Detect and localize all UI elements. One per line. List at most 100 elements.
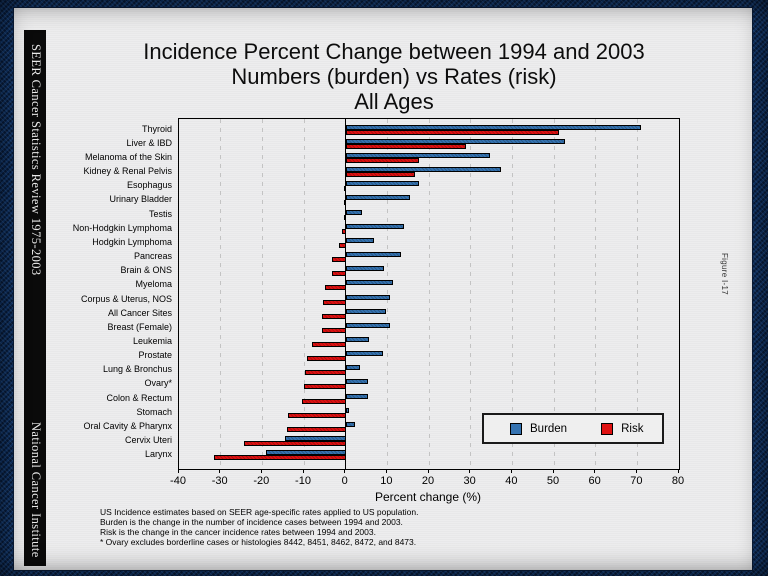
burden-bar [345,167,502,173]
burden-bar [345,124,642,130]
gridline [595,119,597,469]
x-axis-tick-label: 60 [588,475,601,487]
x-axis-tick [677,469,679,473]
category-label: Colon & Rectum [106,392,172,403]
footnote-line: Risk is the change in the cancer inciden… [100,527,376,537]
burden-bar [345,195,411,201]
legend-burden-swatch [510,422,522,435]
risk-bar [287,412,346,418]
risk-bar [305,370,346,376]
burden-bar [345,237,375,243]
x-axis-tick [344,469,346,473]
gridline [261,119,263,469]
category-label: Prostate [138,350,172,361]
risk-bar [331,271,346,277]
category-label: Breast (Female) [107,321,172,332]
x-axis-tick [177,469,179,473]
risk-bar [322,299,346,305]
gridline [220,119,222,469]
burden-bar [345,407,350,413]
category-label: Hodgkin Lymphoma [92,236,172,247]
footnotes: US Incidence estimates based on SEER age… [100,507,620,547]
footnote-line: Burden is the change in the number of in… [100,517,403,527]
x-axis-tick [469,469,471,473]
category-label: Urinary Bladder [109,194,172,205]
burden-bar [285,436,346,442]
risk-bar [345,129,559,135]
category-label: Oral Cavity & Pharynx [83,420,172,431]
x-axis: -40 -30 -20 -10 0 10 20 30 40 50 60 70 80 [170,468,684,492]
risk-bar [321,313,346,319]
risk-bar [306,356,346,362]
x-axis-tick [302,469,304,473]
category-label: Stomach [136,406,172,417]
burden-bar [345,365,361,371]
risk-bar [343,186,346,192]
x-axis-tick [594,469,596,473]
x-axis-tick [385,469,387,473]
x-axis-tick-label: 0 [341,475,348,487]
chart-title-line-3: All Ages [354,89,434,114]
burden-bar [345,308,387,314]
x-axis-tick [427,469,429,473]
legend-risk-swatch [601,422,614,435]
risk-bar [331,257,346,263]
category-label: All Cancer Sites [107,307,172,318]
risk-bar [301,398,346,404]
burden-bar [345,280,394,286]
risk-bar [345,143,467,149]
legend-risk-label: Risk [621,422,644,435]
x-axis-tick-label: 40 [505,475,518,487]
category-label: Brain & ONS [120,265,172,276]
burden-bar [345,252,401,258]
x-axis-tick-label: 30 [463,475,476,487]
legend: Burden Risk [482,413,664,444]
x-axis-tick [510,469,512,473]
footnote-line: US Incidence estimates based on SEER age… [100,507,419,517]
category-label: Corpus & Uterus, NOS [80,293,172,304]
x-axis-tick-label: 50 [546,475,560,487]
x-axis-tick-label: 80 [671,475,685,487]
sidebar-institute-label: National Cancer Institute [29,422,43,558]
x-axis-tick-label: -40 [170,475,186,487]
burden-bar [345,294,391,300]
x-axis-tick-label: -30 [211,475,228,487]
burden-bar [345,153,491,158]
slide: SEER Cancer Statistics Review 1975-2003 … [14,8,752,570]
category-label: Esophagus [126,180,172,191]
risk-bar [214,455,346,461]
risk-bar [344,214,346,220]
gridline [470,119,472,469]
x-axis-tick-label: 10 [380,475,393,487]
category-axis-labels: Thyroid Liver & IBD Melanoma of the Skin Ki… [14,118,174,468]
chart-title: Incidence Percent Change between 1994 an… [114,39,674,114]
category-label: Testis [148,208,172,219]
burden-bar [266,450,346,456]
x-axis-tick [552,469,554,473]
burden-bar [345,393,369,399]
burden-bar [345,351,383,357]
category-label: Non-Hodgkin Lymphoma [72,222,172,233]
gridline [636,119,638,469]
x-axis-tick-label: -20 [253,475,270,487]
burden-bar [345,421,356,427]
chart-title-line-1: Incidence Percent Change between 1994 an… [143,39,645,64]
risk-bar [345,158,419,163]
x-axis-tick [635,469,637,473]
risk-bar [338,242,346,248]
gridline [428,119,430,469]
risk-bar [325,285,346,291]
chart-title-line-2: Numbers (burden) vs Rates (risk) [231,64,557,89]
figure-number-label: Figure I-17 [720,253,729,295]
risk-bar [344,200,346,206]
sidebar-strip: SEER Cancer Statistics Review 1975-2003 … [24,30,46,566]
category-label: Myeloma [135,279,172,290]
risk-bar [286,426,346,432]
category-label: Kidney & Renal Pelvis [83,166,172,177]
risk-bar [342,228,346,234]
x-axis-tick-label: 70 [630,475,643,487]
gridline [553,119,555,469]
plot-area: Burden Risk [178,118,680,470]
risk-bar [244,441,346,447]
gridline [386,119,388,469]
